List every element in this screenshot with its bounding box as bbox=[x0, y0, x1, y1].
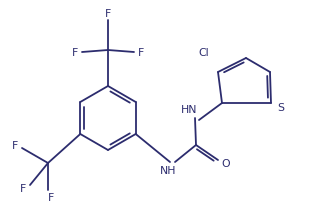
Text: F: F bbox=[48, 193, 54, 203]
Text: S: S bbox=[277, 103, 284, 113]
Text: Cl: Cl bbox=[199, 48, 209, 58]
Text: NH: NH bbox=[160, 166, 176, 176]
Text: O: O bbox=[222, 159, 230, 169]
Text: F: F bbox=[72, 48, 78, 58]
Text: F: F bbox=[138, 48, 144, 58]
Text: HN: HN bbox=[181, 105, 197, 115]
Text: F: F bbox=[20, 184, 26, 194]
Text: F: F bbox=[12, 141, 18, 151]
Text: F: F bbox=[105, 9, 111, 19]
